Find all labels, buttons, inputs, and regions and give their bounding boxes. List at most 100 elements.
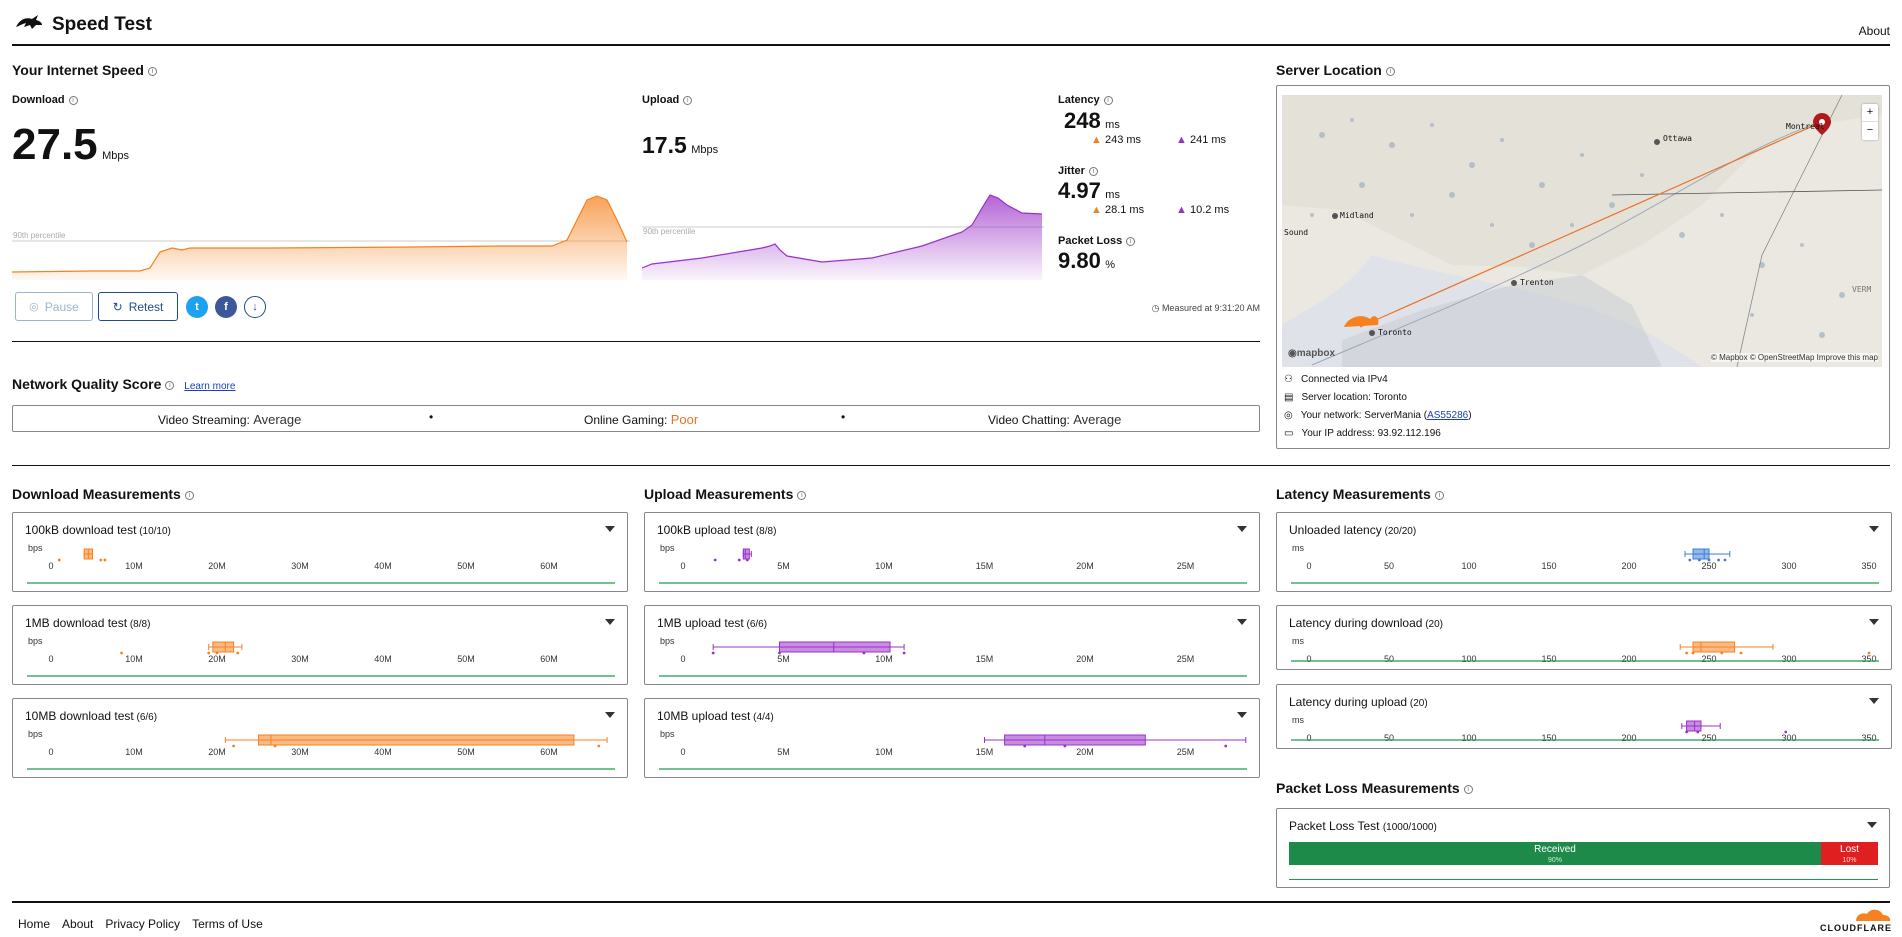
chevron-down-icon[interactable] [1237, 712, 1247, 718]
server-card [1276, 85, 1890, 449]
info-icon[interactable]: i [165, 380, 175, 390]
measurement-card[interactable]: Unloaded latency (20/20) ms 0 50 100 150 200 25… [1276, 512, 1892, 592]
axis-tick-label: 40M [374, 561, 392, 571]
download-value: 27.5 [12, 120, 98, 169]
data-point [1688, 558, 1692, 562]
ip-address-row: ▭ Your IP address: 93.92.112.196 [1284, 428, 1441, 439]
network-icon: ⚇ [1284, 374, 1293, 385]
learn-more-link[interactable]: Learn more [184, 381, 236, 392]
axis-tick-label: 10M [875, 654, 893, 664]
info-icon[interactable]: i [1088, 166, 1098, 176]
latency-measurements-title: Latency Measurements i [1276, 486, 1444, 502]
cloudflare-logo[interactable]: CLOUDFLARE [1812, 906, 1892, 934]
test-name: 100kB download test [25, 523, 137, 537]
packet-loss-card[interactable]: Packet Loss Test (1000/1000) Received 90%… [1276, 808, 1890, 888]
received-bar: Received 90% [1289, 842, 1821, 865]
measurement-card[interactable]: 10MB download test (6/6) bps 0 10M 20M 30M 40M… [12, 698, 628, 778]
chevron-down-icon[interactable] [605, 526, 615, 532]
download-results-icon[interactable]: ↓ [244, 296, 266, 318]
map-label: Midland [1340, 211, 1374, 220]
measurement-card[interactable]: Latency during upload (20) ms 0 50 100 150 200… [1276, 684, 1892, 749]
latency-upload: ▲ 241 ms [1176, 134, 1227, 146]
server-map[interactable]: Ottawa Montreal Midland Sound Trenton To… [1282, 95, 1882, 367]
axis-tick-label: 300 [1781, 561, 1796, 571]
info-icon[interactable]: i [184, 490, 194, 500]
measurement-test-title: 10MB download test (6/6) [25, 709, 157, 723]
info-icon[interactable]: i [68, 95, 78, 105]
nqs-separator: • [841, 410, 846, 424]
footer-divider [12, 901, 1890, 903]
chevron-down-icon[interactable] [1869, 619, 1879, 625]
map-label: VERM [1852, 285, 1872, 294]
info-icon[interactable]: i [1463, 784, 1473, 794]
info-icon[interactable]: i [1103, 95, 1113, 105]
retest-button[interactable]: ↻ Retest [98, 292, 178, 321]
zoom-in-button[interactable]: + [1866, 106, 1874, 118]
axis-tick-label: 20M [1076, 561, 1094, 571]
info-icon[interactable]: i [1385, 66, 1395, 76]
chevron-down-icon[interactable] [1867, 822, 1877, 828]
chevron-down-icon[interactable] [1869, 526, 1879, 532]
data-point [215, 651, 219, 655]
axis-tick-label: 0 [680, 654, 685, 664]
data-point [597, 744, 601, 748]
about-link[interactable]: About [1858, 24, 1890, 38]
data-point [711, 651, 715, 655]
axis-tick-label: 60M [540, 654, 558, 664]
test-count: (8/8) [753, 526, 777, 537]
map-attribution[interactable]: © Mapbox © OpenStreetMap Improve this ma… [1711, 353, 1878, 362]
footer-home-link[interactable]: Home [18, 917, 51, 931]
info-icon[interactable]: i [797, 490, 807, 500]
footer-privacy-link[interactable]: Privacy Policy [105, 917, 181, 931]
measurement-card[interactable]: 100kB upload test (8/8) bps 0 5M 10M 15M 20M 25… [644, 512, 1260, 592]
lost-bar: Lost 10% [1821, 842, 1878, 865]
box-plot: ms0 50 100 150 200 250 300 350 [1291, 636, 1879, 664]
chevron-down-icon[interactable] [1237, 619, 1247, 625]
measurement-card[interactable]: 10MB upload test (4/4) bps 0 5M 10M 15M 20M 25M [644, 698, 1260, 778]
axis-unit: bps [28, 729, 43, 739]
chevron-down-icon[interactable] [1237, 526, 1247, 532]
data-point [236, 651, 240, 655]
data-point [273, 744, 277, 748]
footer-links: Home About Privacy Policy Terms of Use [18, 917, 263, 931]
box-plot-box [212, 641, 235, 653]
chevron-down-icon[interactable] [605, 712, 615, 718]
footer-about-link[interactable]: About [62, 917, 94, 931]
info-icon[interactable]: i [683, 95, 693, 105]
upload-value: 17.5 [642, 132, 687, 158]
pause-button[interactable]: ◎ Pause [15, 292, 93, 321]
test-count: (8/8) [127, 619, 151, 630]
axis-tick-label: 0 [1306, 561, 1311, 571]
upload-speed: 17.5 Mbps [642, 132, 718, 159]
measurement-card[interactable]: 100kB download test (10/10) bps 0 10M 20M 30M… [12, 512, 628, 592]
facebook-share-icon[interactable]: f [215, 296, 237, 318]
info-icon[interactable]: i [147, 66, 157, 76]
measurement-card[interactable]: Latency during download (20) ms 0 50 100 150 2… [1276, 605, 1892, 670]
test-name: 100kB upload test [657, 523, 754, 537]
zoom-out-button[interactable]: − [1862, 121, 1878, 139]
info-icon[interactable]: i [1126, 236, 1136, 246]
box-plot-box [778, 641, 891, 653]
data-point [1023, 744, 1027, 748]
chevron-down-icon[interactable] [1869, 698, 1879, 704]
chevron-down-icon[interactable] [605, 619, 615, 625]
twitter-share-icon[interactable]: t [186, 296, 208, 318]
as-number-link[interactable]: AS55286 [1427, 410, 1469, 421]
mapbox-logo[interactable]: ◉mapbox [1288, 348, 1336, 359]
axis-tick-label: 0 [48, 747, 53, 757]
axis-tick-label: 200 [1621, 733, 1636, 743]
data-point [99, 558, 103, 562]
box-plot: bps 0 5M 10M 15M 20M 25M [659, 543, 1247, 584]
download-unit: Mbps [102, 150, 129, 162]
upload-label: Upload i [642, 94, 693, 106]
measurement-card[interactable]: 1MB download test (8/8) bps 0 10M 20M 30M 40M 5… [12, 605, 628, 685]
test-count: (6/6) [743, 619, 768, 630]
cloudflare-cloud-icon [1856, 909, 1891, 921]
server-location-title: Server Location i [1276, 62, 1395, 78]
data-point [713, 558, 717, 562]
info-icon[interactable]: i [1434, 490, 1444, 500]
footer-terms-link[interactable]: Terms of Use [192, 917, 263, 931]
percentile-label: 90th percentile [643, 227, 696, 236]
measurement-card[interactable]: 1MB upload test (6/6) bps 0 5M 10M 15M 20M 25M [644, 605, 1260, 685]
upload-measurements-title: Upload Measurements i [644, 486, 807, 502]
